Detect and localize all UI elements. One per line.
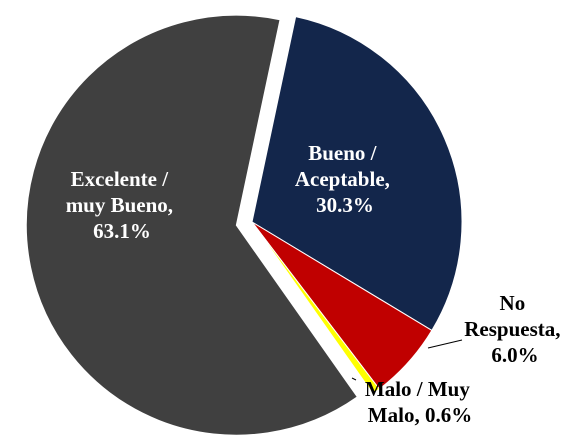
- label-line: 6.0%: [491, 343, 538, 367]
- label-line: Respuesta,: [464, 317, 566, 341]
- label-line: muy Bueno,: [66, 193, 179, 217]
- label-line: No: [500, 291, 531, 315]
- label-line: Malo / Muy: [365, 377, 475, 401]
- label-line: Excelente /: [71, 167, 174, 191]
- leader-line: [427, 339, 463, 349]
- label-line: Aceptable,: [295, 167, 395, 191]
- label-line: Malo, 0.6%: [368, 403, 472, 427]
- pie-slice: [251, 15, 463, 332]
- pie-slice: [251, 221, 381, 395]
- leader-line: [351, 377, 357, 381]
- label-line: 30.3%: [316, 193, 374, 217]
- pie-slice: [25, 14, 358, 436]
- data-label: Bueno / Aceptable, 30.3%: [295, 141, 395, 217]
- label-line: 63.1%: [93, 219, 151, 243]
- data-label: No Respuesta, 6.0%: [464, 291, 566, 367]
- label-line: Bueno /: [308, 141, 382, 165]
- data-label: Excelente / muy Bueno, 63.1%: [66, 167, 179, 243]
- data-label: Malo / Muy Malo, 0.6%: [365, 377, 475, 427]
